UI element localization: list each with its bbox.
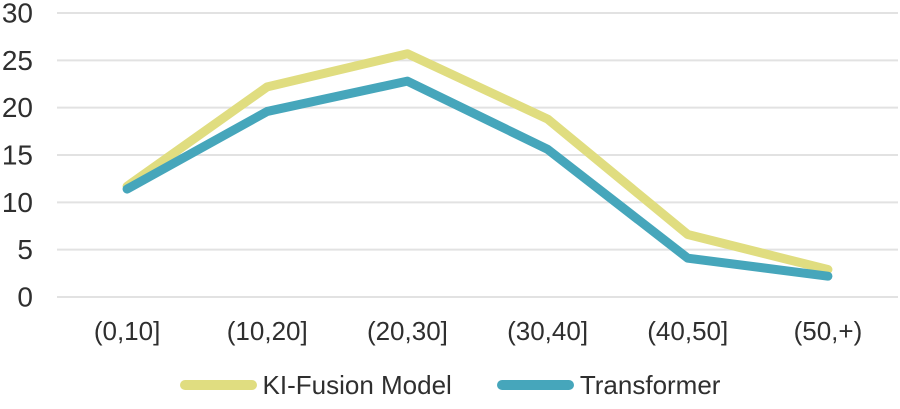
plot-area: 0 5 10 15 20 25 30 (0,10] (10,20] (20,30] (30,40] (… xyxy=(2,0,898,346)
legend-label-transformer: Transformer xyxy=(579,369,721,400)
ki-fusion-model-line-swatch xyxy=(179,379,257,390)
y-axis-tick-label: 10 xyxy=(2,187,33,218)
transformer-line-swatch xyxy=(496,379,574,390)
x-axis-tick-label: (30,40] xyxy=(507,316,588,346)
legend-item-transformer: Transformer xyxy=(496,369,721,400)
x-axis-tick-label: (50,+) xyxy=(794,316,863,346)
series-line-transformer xyxy=(122,76,833,281)
y-axis-tick-label: 5 xyxy=(17,234,33,265)
x-axis-tick-label: (40,50] xyxy=(647,316,728,346)
series-line-ki-fusion-model xyxy=(122,49,833,275)
legend: KI-Fusion Model Transformer xyxy=(0,360,900,409)
y-axis-tick-label: 0 xyxy=(17,282,33,313)
x-axis-tick-label: (0,10] xyxy=(94,316,161,346)
legend-item-ki-fusion-model: KI-Fusion Model xyxy=(179,369,452,400)
y-axis-tick-label: 30 xyxy=(2,0,33,29)
x-axis-tick-label: (20,30] xyxy=(367,316,448,346)
legend-label-ki-fusion-model: KI-Fusion Model xyxy=(262,369,452,400)
x-axis-tick-label: (10,20] xyxy=(227,316,308,346)
y-axis-tick-label: 20 xyxy=(2,92,33,123)
y-axis-tick-label: 15 xyxy=(2,140,33,171)
y-axis-tick-label: 25 xyxy=(2,45,33,76)
